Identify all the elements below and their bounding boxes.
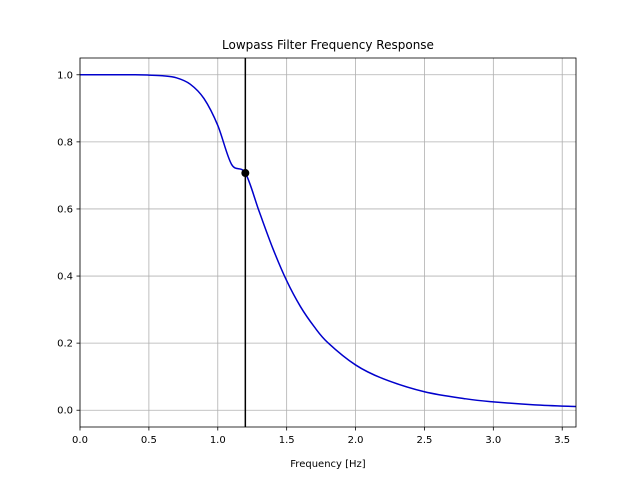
x-tick-label: 3.0 — [485, 435, 501, 446]
cutoff-point-marker — [241, 169, 250, 178]
x-tick-label: 2.5 — [416, 435, 432, 446]
y-axis-ticks: 0.0 0.2 0.4 0.6 0.8 1.0 — [57, 70, 80, 417]
plot-area-background — [80, 58, 576, 427]
x-tick-label: 0.5 — [141, 435, 157, 446]
x-tick-label: 0.0 — [72, 435, 88, 446]
chart-title: Lowpass Filter Frequency Response — [222, 38, 434, 52]
y-tick-label: 0.2 — [57, 339, 73, 350]
x-tick-label: 1.0 — [210, 435, 226, 446]
y-tick-label: 0.4 — [57, 272, 73, 283]
y-tick-label: 1.0 — [57, 70, 73, 81]
y-tick-label: 0.0 — [57, 406, 73, 417]
y-tick-label: 0.6 — [57, 204, 73, 215]
x-axis-label: Frequency [Hz] — [290, 459, 366, 470]
plot-frame — [79, 57, 577, 428]
x-tick-label: 3.5 — [554, 435, 570, 446]
x-tick-label: 1.5 — [279, 435, 295, 446]
x-axis-ticks: 0.0 0.5 1.0 1.5 2.0 2.5 3.0 3.5 — [72, 427, 570, 446]
response-curve-line — [80, 73, 577, 408]
plot-series-group — [80, 58, 577, 427]
y-tick-label: 0.8 — [57, 137, 73, 148]
x-tick-label: 2.0 — [348, 435, 364, 446]
